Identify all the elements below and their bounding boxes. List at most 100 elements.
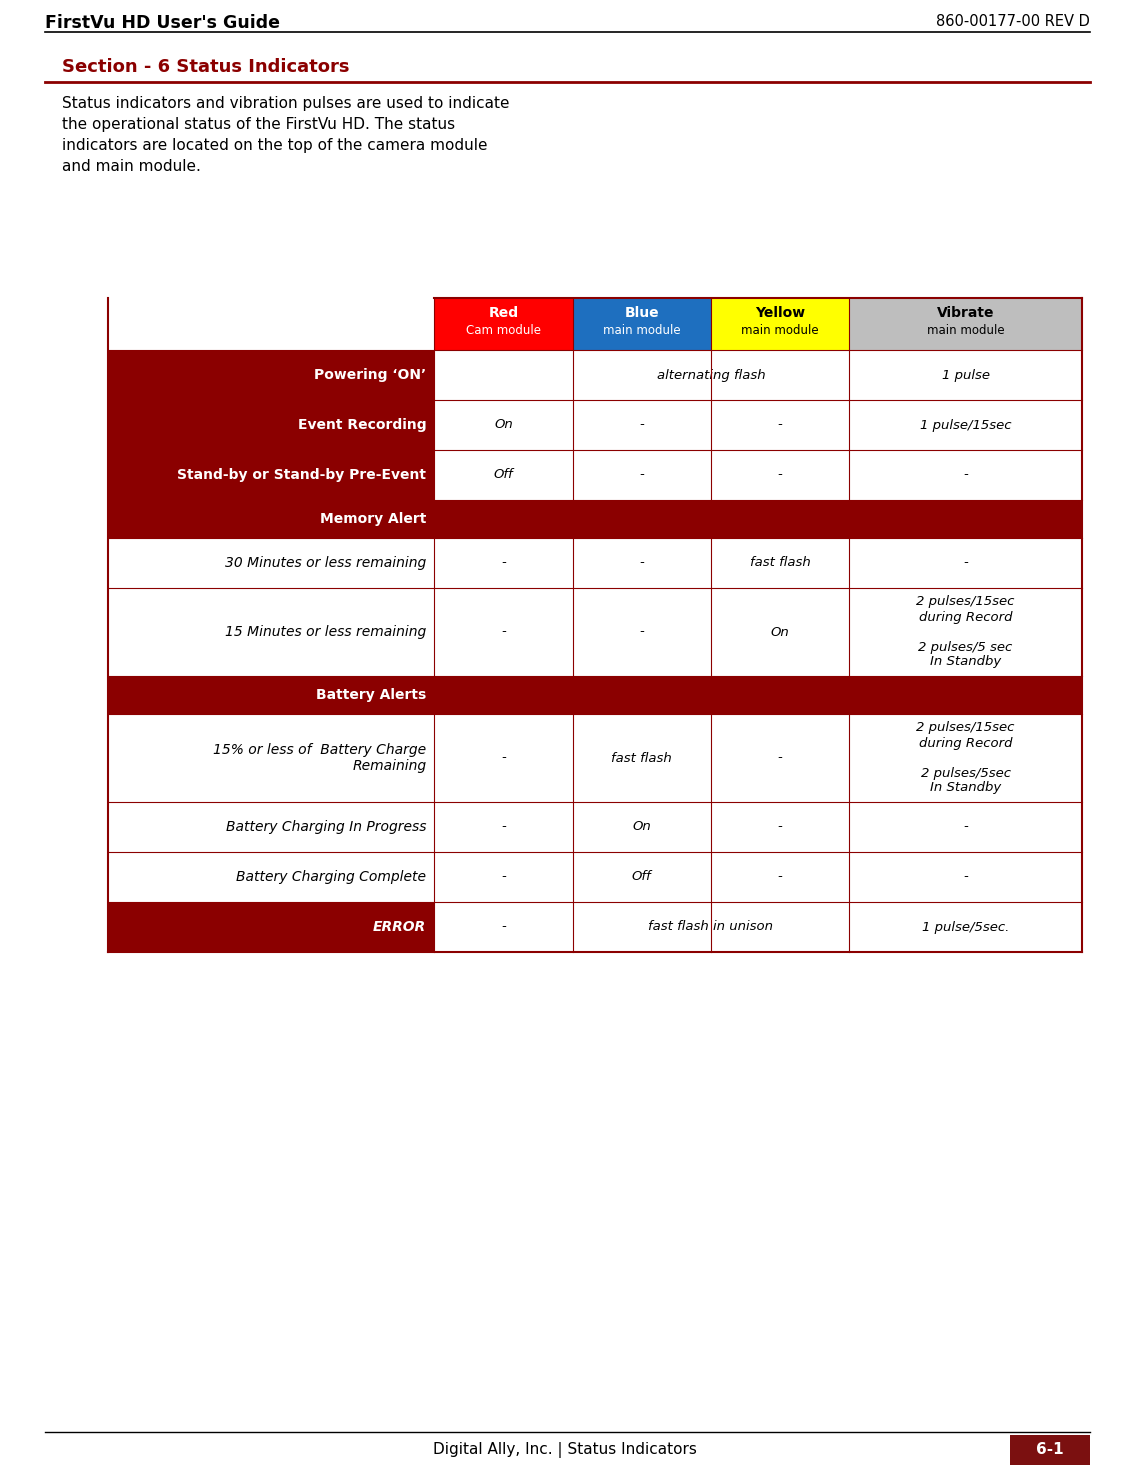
Bar [849, 537, 1082, 587]
Text: Red: Red [489, 306, 518, 319]
Text: -: - [964, 556, 968, 570]
Bar [572, 714, 711, 802]
Bar [572, 802, 711, 852]
Bar [434, 587, 572, 676]
Text: Battery Alerts: Battery Alerts [316, 687, 426, 702]
Text: Stand-by or Stand-by Pre-Event: Stand-by or Stand-by Pre-Event [178, 468, 426, 481]
Text: -: - [778, 468, 783, 481]
Text: -: - [639, 468, 645, 481]
Text: -: - [964, 870, 968, 883]
Bar [711, 297, 849, 350]
Bar [107, 537, 434, 587]
Text: 30 Minutes or less remaining: 30 Minutes or less remaining [225, 556, 426, 570]
Bar [711, 852, 849, 902]
Bar [849, 297, 1082, 350]
Bar [434, 676, 572, 714]
Text: Blue: Blue [624, 306, 659, 319]
Bar [711, 676, 849, 714]
Bar [572, 537, 711, 587]
Text: Memory Alert: Memory Alert [320, 512, 426, 526]
Bar [572, 450, 711, 500]
Bar [711, 587, 849, 676]
Text: fast flash: fast flash [612, 752, 672, 764]
Text: -: - [501, 556, 506, 570]
Text: 15 Minutes or less remaining: 15 Minutes or less remaining [225, 626, 426, 639]
Text: -: - [501, 820, 506, 833]
Bar [434, 902, 572, 952]
Text: -: - [778, 870, 783, 883]
Bar [849, 902, 1082, 952]
Bar [107, 714, 434, 802]
Text: -: - [501, 752, 506, 764]
Bar [572, 587, 711, 676]
Text: -: - [501, 870, 506, 883]
Text: Event Recording: Event Recording [297, 418, 426, 431]
Bar [434, 714, 572, 802]
Bar [107, 400, 434, 450]
Bar [711, 802, 849, 852]
Text: On: On [632, 820, 651, 833]
Bar [572, 852, 711, 902]
Bar [107, 500, 434, 537]
Text: Section - 6 Status Indicators: Section - 6 Status Indicators [62, 57, 349, 77]
Text: Powering ‘ON’: Powering ‘ON’ [314, 368, 426, 383]
Bar [107, 350, 434, 400]
Bar [572, 400, 711, 450]
Text: 1 pulse/15sec: 1 pulse/15sec [920, 418, 1011, 431]
Text: 2 pulses/15sec
during Record

2 pulses/5sec
In Standby: 2 pulses/15sec during Record 2 pulses/5s… [916, 721, 1015, 795]
Text: -: - [778, 752, 783, 764]
Text: main module: main module [926, 324, 1004, 337]
Bar [434, 400, 572, 450]
Text: Battery Charging In Progress: Battery Charging In Progress [226, 820, 426, 835]
Bar [711, 450, 849, 500]
Text: -: - [639, 418, 645, 431]
Bar [711, 500, 849, 537]
Text: -: - [639, 556, 645, 570]
Text: main module: main module [741, 324, 819, 337]
Text: FirstVu HD User's Guide: FirstVu HD User's Guide [45, 15, 280, 32]
Bar [711, 714, 849, 802]
Bar [849, 400, 1082, 450]
Text: fast flash in unison: fast flash in unison [648, 920, 774, 933]
Bar [434, 537, 572, 587]
Text: 1 pulse: 1 pulse [942, 368, 990, 381]
Text: Vibrate: Vibrate [936, 306, 994, 319]
Bar [572, 297, 711, 350]
Text: 15% or less of  Battery Charge
Remaining: 15% or less of Battery Charge Remaining [213, 743, 426, 773]
Bar [107, 587, 434, 676]
Bar [434, 802, 572, 852]
Bar [849, 587, 1082, 676]
Text: Cam module: Cam module [466, 324, 541, 337]
Text: -: - [501, 626, 506, 639]
Bar [711, 400, 849, 450]
Text: -: - [964, 820, 968, 833]
Text: Yellow: Yellow [756, 306, 805, 319]
Text: Battery Charging Complete: Battery Charging Complete [236, 870, 426, 885]
Bar [572, 500, 711, 537]
Text: main module: main module [603, 324, 681, 337]
Text: 2 pulses/15sec
during Record

2 pulses/5 sec
In Standby: 2 pulses/15sec during Record 2 pulses/5 … [916, 596, 1015, 668]
Bar [849, 676, 1082, 714]
Text: -: - [778, 418, 783, 431]
Bar [434, 500, 572, 537]
Bar [849, 500, 1082, 537]
Bar [572, 350, 849, 400]
Bar [434, 450, 572, 500]
Text: ERROR: ERROR [373, 920, 426, 935]
Bar [849, 852, 1082, 902]
Text: alternating flash: alternating flash [657, 368, 766, 381]
Bar [849, 450, 1082, 500]
Text: fast flash: fast flash [750, 556, 811, 570]
Text: -: - [501, 920, 506, 933]
Text: Status indicators and vibration pulses are used to indicate
the operational stat: Status indicators and vibration pulses a… [62, 96, 509, 174]
Bar [107, 450, 434, 500]
Bar [434, 297, 572, 350]
Text: 860-00177-00 REV D: 860-00177-00 REV D [936, 15, 1090, 29]
Text: 6-1: 6-1 [1036, 1443, 1064, 1457]
Text: On: On [494, 418, 512, 431]
Bar [849, 802, 1082, 852]
Bar [107, 802, 434, 852]
Text: -: - [964, 468, 968, 481]
Text: -: - [778, 820, 783, 833]
Text: 1 pulse/5sec.: 1 pulse/5sec. [922, 920, 1009, 933]
